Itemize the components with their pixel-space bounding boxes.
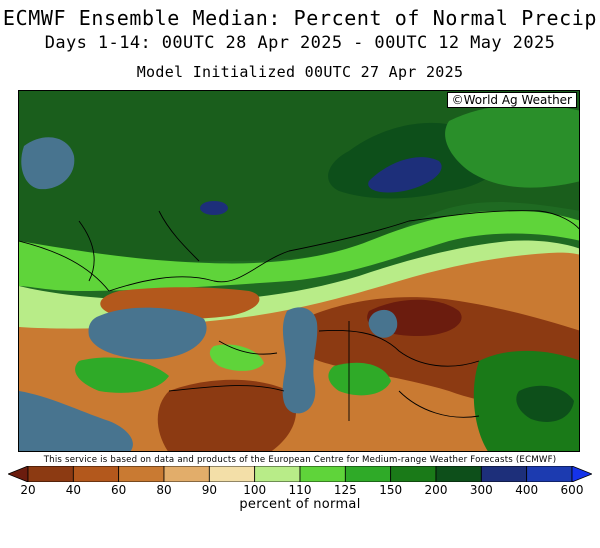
- black-sea: [88, 307, 207, 360]
- colorbar-cell: [254, 466, 301, 482]
- colorbar-cell: [72, 466, 120, 482]
- map-title: ECMWF Ensemble Median: Percent of Normal…: [2, 6, 598, 30]
- copyright-label: ©World Ag Weather: [446, 92, 577, 108]
- forecast-period: Days 1-14: 00UTC 28 Apr 2025 - 00UTC 12 …: [44, 33, 556, 53]
- wet-patch-caucasus: [209, 344, 264, 371]
- mediterranean-sea: [19, 391, 133, 451]
- colorbar-tick-label: 200: [424, 483, 448, 497]
- colorbar-cell: [27, 466, 74, 482]
- wet-patch-anatolia: [75, 357, 169, 393]
- colorbar-tick-label: 20: [20, 483, 36, 497]
- caspian-sea: [282, 307, 318, 414]
- legend-unit-label: percent of normal: [239, 497, 361, 512]
- colorbar-cell: [118, 466, 165, 482]
- map-canvas: [19, 91, 579, 451]
- colorbar-tick-label: 100: [243, 483, 267, 497]
- colorbar-high-arrow: [571, 466, 592, 482]
- wet-patch-turkmenistan: [328, 362, 391, 396]
- colorbar-cell: [299, 466, 346, 482]
- colorbar-cell: [208, 466, 256, 482]
- colorbar-tick-label: 90: [201, 483, 217, 497]
- dry-region-southwest: [157, 379, 297, 451]
- colorbar-cell: [390, 466, 437, 482]
- colorbar-tick-label: 110: [288, 483, 312, 497]
- colorbar-cell: [163, 466, 210, 482]
- colorbar-tick-label: 60: [111, 483, 127, 497]
- colorbar-tick-label: 40: [65, 483, 81, 497]
- wet-spot-blue: [200, 201, 228, 215]
- light-green-band: [19, 210, 579, 291]
- country-borders: [19, 210, 579, 421]
- wet-core-blue: [368, 157, 442, 193]
- colorbar-cell: [344, 466, 392, 482]
- colorbar-tick-label: 80: [156, 483, 172, 497]
- wet-region-northeast: [445, 104, 579, 188]
- wet-patch-mountains: [516, 385, 574, 422]
- model-init-time: Model Initialized 00UTC 27 Apr 2025: [136, 63, 464, 81]
- colorbar-tick-label: 150: [379, 483, 403, 497]
- colorbar-tick-label: 300: [469, 483, 493, 497]
- colorbar-tick-label: 400: [515, 483, 539, 497]
- aral-sea: [368, 309, 398, 338]
- precip-map: ©World Ag Weather: [18, 90, 580, 452]
- colorbar-cell: [480, 466, 528, 482]
- colorbar-low-arrow: [8, 466, 29, 482]
- color-scale-bar: [8, 466, 592, 482]
- colorbar-tick-label: 600: [560, 483, 584, 497]
- baltic-sea: [21, 137, 75, 190]
- colorbar-cell: [435, 466, 482, 482]
- data-source-note: This service is based on data and produc…: [43, 455, 557, 465]
- colorbar-tick-label: 125: [333, 483, 357, 497]
- colorbar-cell: [526, 466, 573, 482]
